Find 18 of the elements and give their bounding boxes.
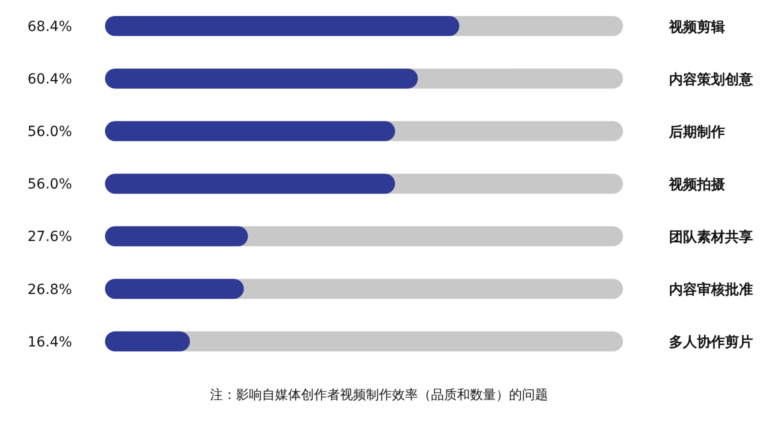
y-tick-label: 内容策划创意 — [669, 70, 754, 88]
y-tick-label: 后期制作 — [668, 123, 725, 140]
data-label: 56.0% — [28, 176, 72, 193]
data-label: 56.0% — [28, 124, 72, 140]
data-label: 27.6% — [28, 229, 72, 246]
bar — [105, 226, 248, 246]
y-tick-label: 视频剪辑 — [668, 18, 725, 36]
bar — [105, 278, 244, 299]
data-label: 60.4% — [28, 71, 72, 88]
y-tick-label: 多人协作剪片 — [669, 334, 753, 351]
text: 注：影响自媒体创作者视频制作效率（品质和数量）的问题 — [209, 387, 549, 404]
data-label: 16.4% — [28, 334, 72, 350]
y-tick-label: 内容审核批准 — [669, 281, 753, 298]
data-label: 26.8% — [28, 282, 72, 298]
y-tick-label: 团队素材共享 — [669, 228, 753, 246]
data-label: 68.4% — [28, 18, 72, 35]
bar — [105, 331, 190, 352]
y-tick-label: 视频拍摄 — [668, 176, 726, 193]
